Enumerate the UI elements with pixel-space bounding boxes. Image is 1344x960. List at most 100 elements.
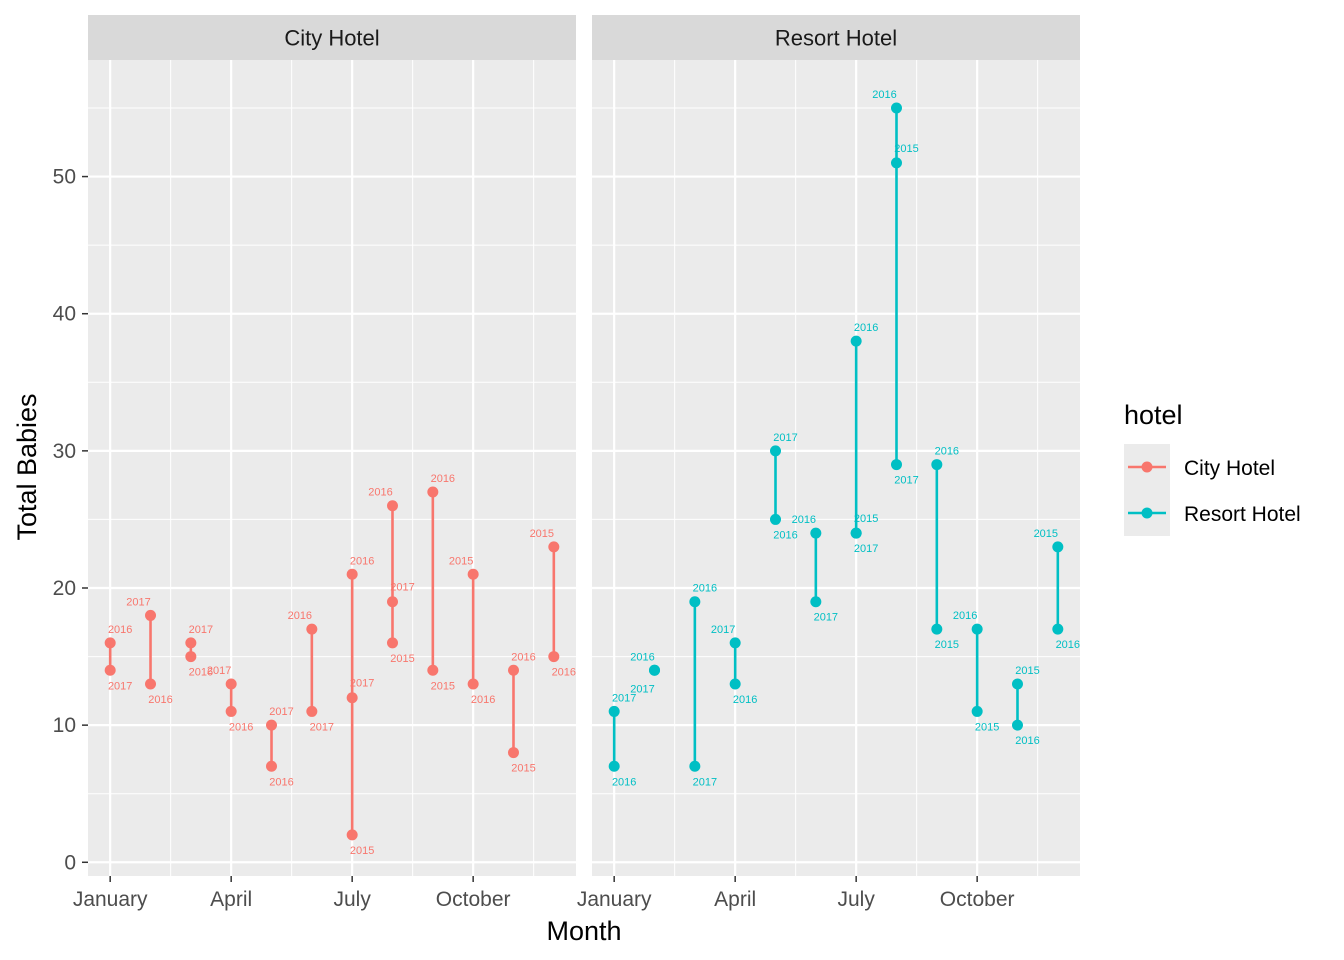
data-point (850, 527, 862, 539)
data-point (185, 651, 197, 663)
x-tick-label: July (333, 888, 371, 911)
data-point (1011, 678, 1023, 690)
legend-label: City Hotel (1184, 457, 1275, 480)
point-year-label: 2016 (189, 667, 213, 679)
point-year-label: 2016 (854, 322, 878, 334)
point-year-label: 2016 (1056, 639, 1080, 651)
x-tick-label: April (714, 888, 756, 911)
data-point (689, 760, 701, 772)
data-point (548, 651, 560, 663)
data-point (850, 335, 862, 347)
point-year-label: 2017 (108, 680, 132, 692)
data-point (548, 541, 560, 553)
legend-title: hotel (1124, 400, 1183, 430)
point-year-label: 2016 (630, 651, 654, 663)
point-year-label: 2015 (390, 653, 414, 665)
data-point (386, 637, 398, 649)
x-tick-label: January (73, 888, 148, 911)
point-year-label: 2015 (935, 639, 959, 651)
y-tick-label: 20 (53, 577, 76, 600)
point-year-label: 2016 (872, 89, 896, 101)
data-point (890, 157, 902, 169)
data-point (467, 568, 479, 580)
data-point (145, 678, 157, 690)
data-point (770, 513, 782, 525)
point-year-label: 2015 (431, 680, 455, 692)
data-point (729, 678, 741, 690)
point-year-label: 2016 (431, 473, 455, 485)
data-point (427, 664, 439, 676)
point-year-label: 2016 (792, 514, 816, 526)
data-point (729, 637, 741, 649)
point-year-label: 2015 (449, 555, 473, 567)
point-year-label: 2017 (612, 692, 636, 704)
point-year-label: 2016 (733, 694, 757, 706)
point-year-label: 2017 (854, 543, 878, 555)
x-tick-label: April (210, 888, 252, 911)
data-point (386, 596, 398, 608)
x-tick-label: January (577, 888, 652, 911)
point-year-label: 2016 (612, 776, 636, 788)
point-year-label: 2016 (511, 651, 535, 663)
point-year-label: 2016 (368, 487, 392, 499)
panel-background (88, 60, 576, 876)
point-year-label: 2015 (511, 763, 535, 775)
legend-key-point (1141, 507, 1153, 519)
data-point (1052, 541, 1064, 553)
point-year-label: 2016 (471, 694, 495, 706)
facet-strip (88, 15, 576, 60)
point-year-label: 2015 (1034, 528, 1058, 540)
x-tick-label: October (436, 888, 511, 911)
point-year-label: 2016 (288, 610, 312, 622)
data-point (346, 692, 358, 704)
point-year-label: 2015 (1015, 665, 1039, 677)
point-year-label: 2016 (108, 624, 132, 636)
point-year-label: 2015 (975, 721, 999, 733)
data-point (931, 459, 943, 471)
data-point (608, 705, 620, 717)
data-point (346, 829, 358, 841)
data-point (306, 623, 318, 635)
data-point (507, 664, 519, 676)
y-tick-label: 30 (53, 440, 76, 463)
point-year-label: 2016 (350, 555, 374, 567)
point-year-label: 2016 (148, 694, 172, 706)
data-point (931, 623, 943, 635)
data-point (185, 637, 197, 649)
point-year-label: 2017 (711, 624, 735, 636)
data-point (649, 664, 661, 676)
point-year-label: 2015 (894, 143, 918, 155)
point-year-label: 2016 (269, 776, 293, 788)
legend-entries: City Hotel Resort Hotel (1124, 444, 1301, 536)
y-tick-label: 10 (53, 714, 76, 737)
data-point (890, 459, 902, 471)
y-tick-label: 40 (53, 303, 76, 326)
data-point (608, 760, 620, 772)
data-point (810, 596, 822, 608)
data-point (104, 637, 116, 649)
data-point (1052, 623, 1064, 635)
x-tick-label: October (940, 888, 1015, 911)
point-year-label: 2017 (310, 721, 334, 733)
data-point (104, 664, 116, 676)
point-year-label: 2015 (530, 528, 554, 540)
point-year-label: 2017 (390, 582, 414, 594)
data-point (971, 623, 983, 635)
data-point (225, 705, 237, 717)
point-year-label: 2016 (773, 529, 797, 541)
data-point (145, 609, 157, 621)
point-year-label: 2015 (350, 845, 374, 857)
data-point (770, 445, 782, 457)
data-point (346, 568, 358, 580)
data-point (507, 747, 519, 759)
point-year-label: 2017 (189, 624, 213, 636)
point-year-label: 2017 (350, 678, 374, 690)
data-point (225, 678, 237, 690)
data-point (306, 705, 318, 717)
point-year-label: 2017 (269, 706, 293, 718)
point-year-label: 2017 (814, 612, 838, 624)
